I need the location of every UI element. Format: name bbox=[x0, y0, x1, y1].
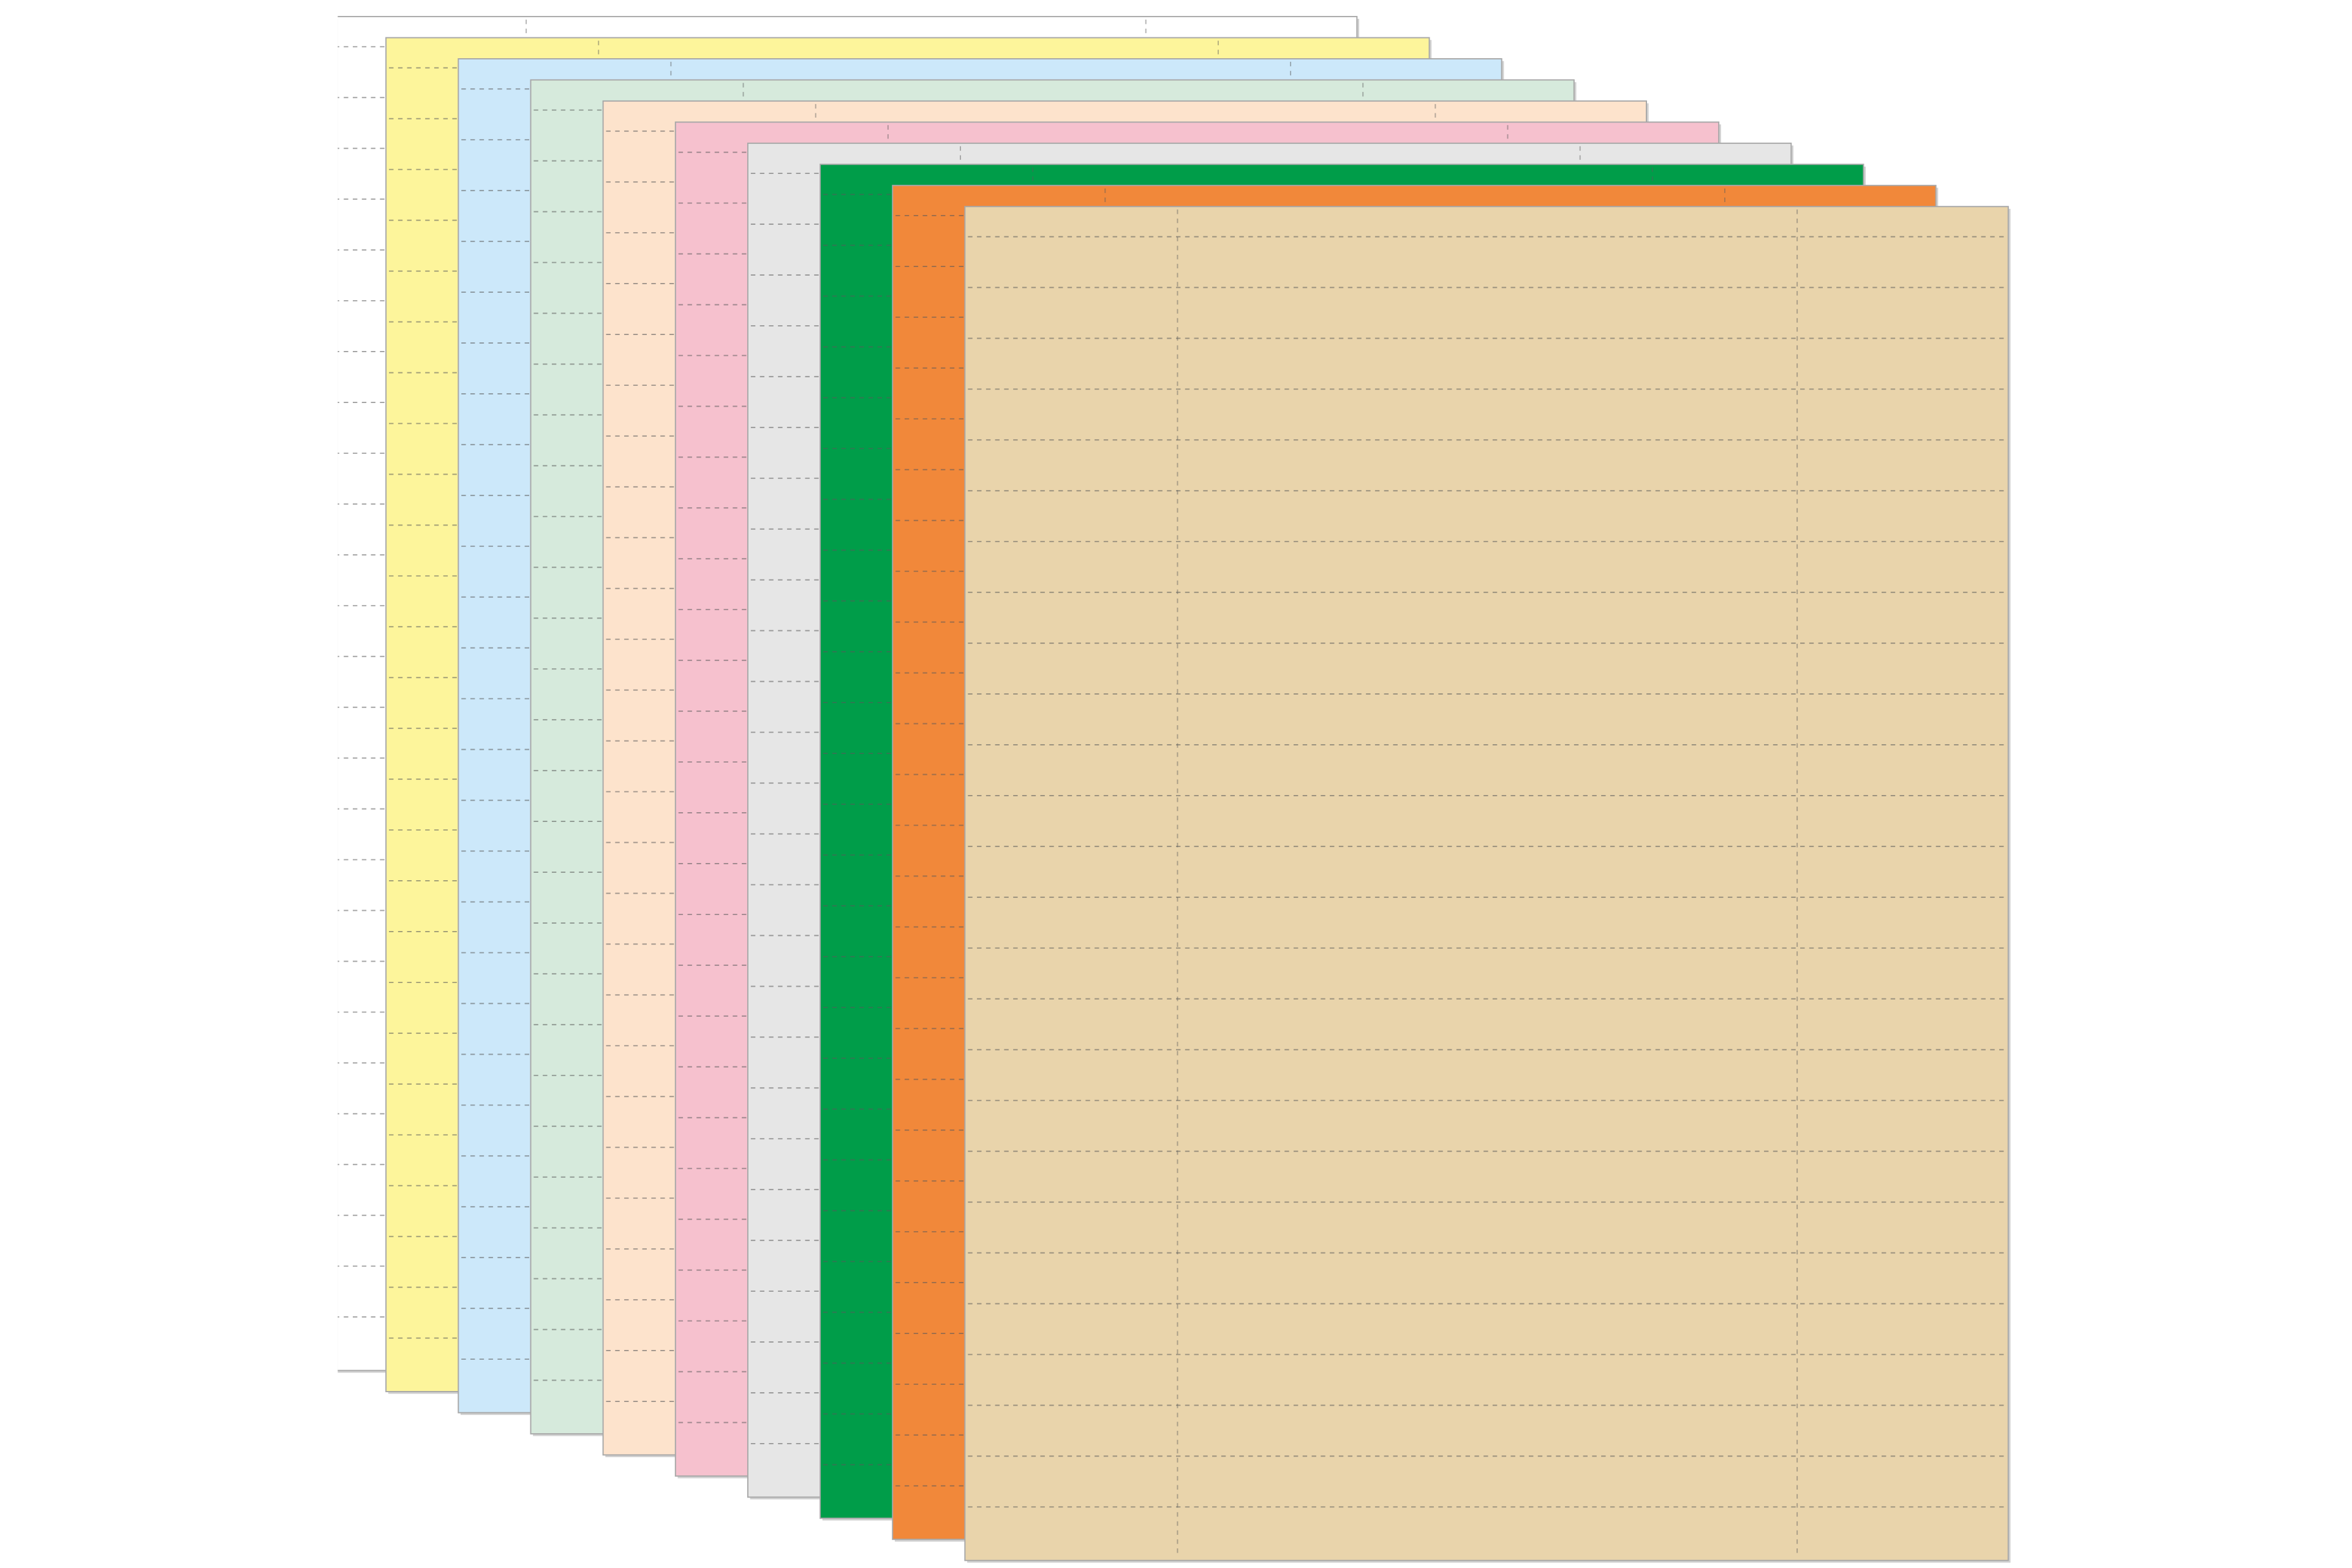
sheet bbox=[964, 206, 2009, 1561]
label-sheet bbox=[964, 206, 2011, 1563]
sheet-stack bbox=[337, 16, 2011, 1563]
